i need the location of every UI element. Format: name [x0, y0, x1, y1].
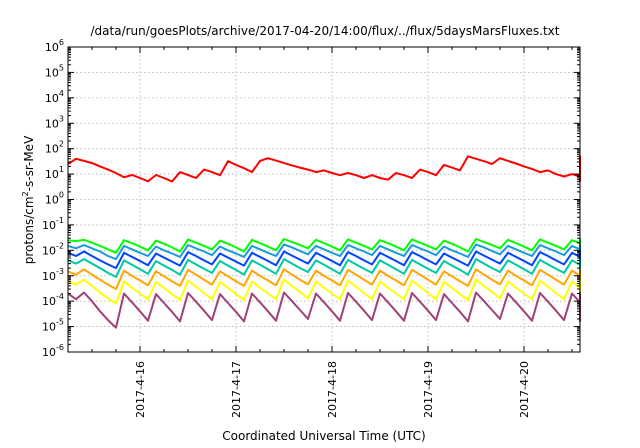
y-tick-label: 10-6 — [42, 343, 64, 359]
y-tick-label: 10-3 — [42, 267, 64, 283]
y-tick-label: 105 — [45, 63, 64, 79]
series-line-5 — [67, 258, 581, 278]
y-tick-exponent: -1 — [56, 216, 64, 225]
y-tick-label: 106 — [45, 38, 64, 54]
y-axis-label: protons/cm2-s-sr-MeV — [21, 135, 36, 264]
y-tick-base: 10 — [45, 168, 59, 181]
y-tick-base: 10 — [42, 244, 56, 257]
x-axis-label: Coordinated Universal Time (UTC) — [222, 429, 425, 443]
y-axis-ticks: 10-610-510-410-310-210-11001011021031041… — [42, 38, 580, 359]
y-tick-exponent: 6 — [59, 38, 64, 47]
y-tick-label: 102 — [45, 140, 64, 156]
y-tick-label: 103 — [45, 114, 64, 130]
y-tick-exponent: 4 — [59, 89, 64, 98]
y-tick-label: 10-2 — [42, 241, 64, 257]
x-tick-label: 2017-4-16 — [134, 361, 147, 418]
y-tick-exponent: -3 — [56, 267, 64, 276]
y-tick-base: 10 — [45, 92, 59, 105]
y-tick-exponent: 1 — [59, 165, 64, 174]
y-axis-label-sup: 2 — [21, 191, 30, 196]
x-tick-label: 2017-4-20 — [518, 361, 531, 418]
y-tick-base: 10 — [45, 66, 59, 79]
y-tick-label: 100 — [45, 191, 64, 207]
y-tick-base: 10 — [42, 346, 56, 359]
y-tick-base: 10 — [42, 321, 56, 334]
y-axis-label-base: protons/cm — [22, 196, 36, 264]
y-tick-label: 10-5 — [42, 318, 64, 334]
y-tick-exponent: -6 — [56, 343, 64, 352]
y-tick-exponent: 3 — [59, 114, 64, 123]
x-tick-label: 2017-4-18 — [326, 361, 339, 418]
y-tick-label: 101 — [45, 165, 64, 181]
y-tick-exponent: -2 — [56, 241, 64, 250]
y-axis-label-rest: -s-sr-MeV — [22, 135, 36, 191]
y-tick-base: 10 — [45, 41, 59, 54]
series-layer — [67, 155, 581, 329]
y-tick-exponent: -5 — [56, 318, 64, 327]
y-tick-exponent: 0 — [59, 191, 64, 200]
x-axis-ticks: 2017-4-16 2017-4-17 2017-4-18 2017-4-19 2017… — [67, 47, 573, 418]
y-tick-label: 104 — [45, 89, 64, 105]
y-tick-base: 10 — [42, 295, 56, 308]
y-tick-base: 10 — [45, 143, 59, 156]
y-tick-exponent: 2 — [59, 140, 64, 149]
x-tick-label: 2017-4-19 — [422, 361, 435, 418]
x-tick-label: 2017-4-17 — [230, 361, 243, 418]
y-tick-base: 10 — [42, 270, 56, 283]
y-tick-base: 10 — [45, 117, 59, 130]
y-tick-exponent: 5 — [59, 63, 64, 72]
chart-title: /data/run/goesPlots/archive/2017-04-20/1… — [91, 24, 560, 38]
y-tick-base: 10 — [42, 219, 56, 232]
y-tick-base: 10 — [45, 194, 59, 207]
y-tick-label: 10-1 — [42, 216, 64, 232]
y-tick-exponent: -4 — [56, 292, 64, 301]
y-tick-label: 10-4 — [42, 292, 64, 308]
series-line-1 — [67, 155, 581, 183]
